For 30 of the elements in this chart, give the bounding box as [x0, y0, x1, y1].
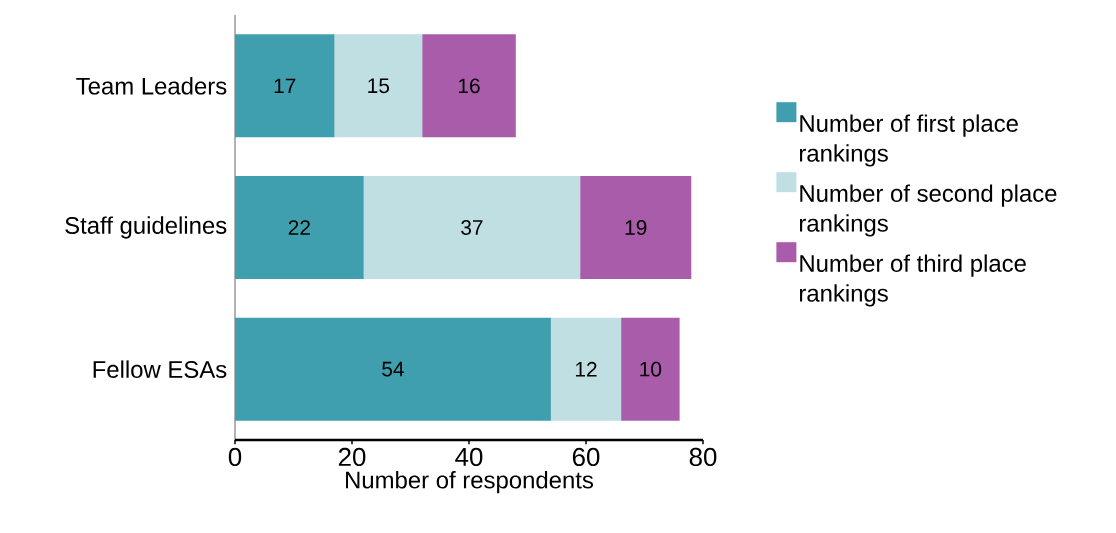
- x-tick-label: 80: [689, 447, 717, 467]
- bar: [580, 176, 692, 279]
- data-label: 37: [461, 220, 483, 235]
- bar: [422, 34, 516, 138]
- bar: [235, 176, 364, 279]
- bar: [334, 34, 423, 138]
- data-label: 54: [382, 361, 404, 377]
- data-label: 12: [575, 361, 597, 377]
- legend-label: Number of first place rankings: [799, 114, 1018, 167]
- data-label: 17: [274, 78, 296, 94]
- bar: [550, 317, 622, 421]
- bar: [363, 176, 581, 279]
- y-tick-label: Team Leaders: [76, 77, 227, 95]
- data-label: 15: [368, 78, 390, 94]
- bar: [621, 317, 680, 421]
- data-label: 19: [625, 220, 647, 235]
- bar: [235, 317, 551, 421]
- x-tick-label: 0: [228, 447, 242, 467]
- data-label: 16: [458, 78, 480, 94]
- x-tick-label: 40: [455, 447, 483, 467]
- x-tick-label: 20: [338, 447, 366, 467]
- data-label: 22: [288, 220, 310, 235]
- legend-label: Number of third place rankings: [799, 254, 1026, 307]
- y-tick-label: Fellow ESAs: [93, 360, 227, 378]
- y-tick-label: Staff guidelines: [65, 216, 227, 239]
- legend-label: Number of second place rankings: [799, 184, 1057, 237]
- bar: [235, 34, 335, 138]
- x-tick-label: 60: [572, 447, 600, 467]
- x-axis-title: Number of respondents: [346, 470, 594, 494]
- data-label: 10: [640, 361, 662, 377]
